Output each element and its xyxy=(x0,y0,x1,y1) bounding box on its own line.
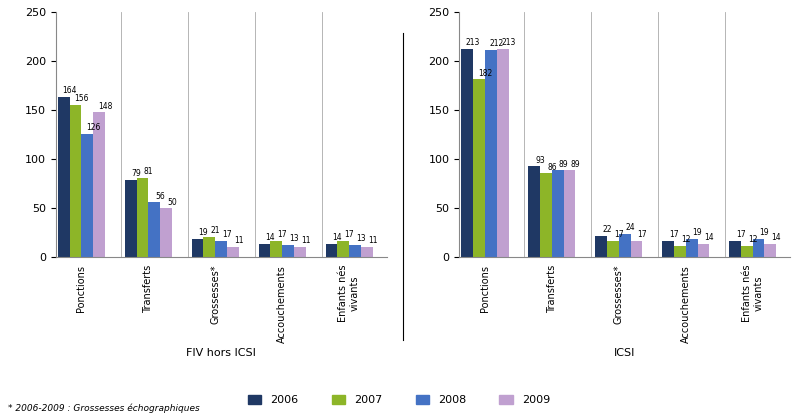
Bar xyxy=(729,241,741,257)
Bar xyxy=(326,244,338,257)
Bar xyxy=(674,246,685,257)
Bar xyxy=(350,244,361,257)
Text: 213: 213 xyxy=(466,38,480,47)
Text: 81: 81 xyxy=(144,168,153,176)
Text: 56: 56 xyxy=(156,192,165,201)
Text: 14: 14 xyxy=(705,233,714,242)
Text: 19: 19 xyxy=(760,228,769,237)
Text: 11: 11 xyxy=(368,236,377,245)
Text: 11: 11 xyxy=(234,236,243,245)
Bar xyxy=(764,244,776,257)
Bar xyxy=(69,105,81,257)
Bar xyxy=(203,237,215,257)
Text: 19: 19 xyxy=(199,228,208,237)
Bar xyxy=(662,241,674,257)
Bar xyxy=(461,49,473,257)
Text: 156: 156 xyxy=(74,94,89,103)
Text: 22: 22 xyxy=(602,225,612,234)
Bar xyxy=(282,244,294,257)
Bar xyxy=(227,247,239,257)
Bar xyxy=(697,244,709,257)
Bar xyxy=(338,241,350,257)
Text: 212: 212 xyxy=(490,39,504,48)
Text: 14: 14 xyxy=(266,233,275,242)
Bar xyxy=(136,178,148,257)
Bar xyxy=(361,247,373,257)
Text: 21: 21 xyxy=(211,226,220,235)
Text: 17: 17 xyxy=(736,230,745,239)
Bar xyxy=(294,247,306,257)
Text: 89: 89 xyxy=(571,160,580,168)
Bar xyxy=(496,49,508,257)
Bar xyxy=(57,97,69,257)
Text: 13: 13 xyxy=(289,234,299,243)
Bar xyxy=(259,244,271,257)
Bar xyxy=(215,241,227,257)
Text: 14: 14 xyxy=(772,233,781,242)
Text: 50: 50 xyxy=(167,198,177,207)
Text: * 2006-2009 : Grossesses échographiques: * 2006-2009 : Grossesses échographiques xyxy=(8,403,199,413)
X-axis label: ICSI: ICSI xyxy=(614,348,635,358)
Text: 17: 17 xyxy=(345,230,354,239)
Text: 14: 14 xyxy=(333,233,342,242)
Bar xyxy=(124,180,136,257)
Bar xyxy=(271,241,282,257)
Bar xyxy=(607,241,618,257)
Bar xyxy=(473,79,485,257)
Text: 182: 182 xyxy=(478,68,492,78)
Bar xyxy=(148,203,160,257)
Text: 126: 126 xyxy=(86,123,101,132)
Text: 79: 79 xyxy=(132,169,141,178)
Text: 86: 86 xyxy=(547,163,557,172)
Text: 17: 17 xyxy=(614,230,623,239)
Text: 12: 12 xyxy=(748,235,757,244)
Text: 148: 148 xyxy=(98,102,113,111)
Bar xyxy=(528,166,540,257)
Text: 17: 17 xyxy=(669,230,678,239)
Text: 19: 19 xyxy=(693,228,702,237)
Text: 17: 17 xyxy=(223,230,232,239)
Text: 12: 12 xyxy=(681,235,690,244)
Bar xyxy=(618,234,630,257)
Bar xyxy=(81,134,93,257)
Bar xyxy=(93,112,105,257)
X-axis label: FIV hors ICSI: FIV hors ICSI xyxy=(186,348,256,358)
Bar xyxy=(753,239,764,257)
Text: 17: 17 xyxy=(638,230,647,239)
Text: 11: 11 xyxy=(301,236,310,245)
Bar xyxy=(741,246,753,257)
Bar xyxy=(563,170,575,257)
Text: 93: 93 xyxy=(535,156,545,165)
Text: 13: 13 xyxy=(356,234,365,243)
Text: 213: 213 xyxy=(501,38,516,47)
Text: 24: 24 xyxy=(626,223,635,232)
Text: 164: 164 xyxy=(62,86,77,95)
Text: 89: 89 xyxy=(559,160,568,168)
Bar xyxy=(485,50,496,257)
Text: 17: 17 xyxy=(278,230,287,239)
Bar xyxy=(552,170,563,257)
Bar xyxy=(630,241,642,257)
Bar xyxy=(595,236,607,257)
Bar xyxy=(685,239,697,257)
Bar xyxy=(160,208,172,257)
Bar xyxy=(540,173,552,257)
Legend: 2006, 2007, 2008, 2009: 2006, 2007, 2008, 2009 xyxy=(243,390,555,410)
Bar xyxy=(192,239,203,257)
